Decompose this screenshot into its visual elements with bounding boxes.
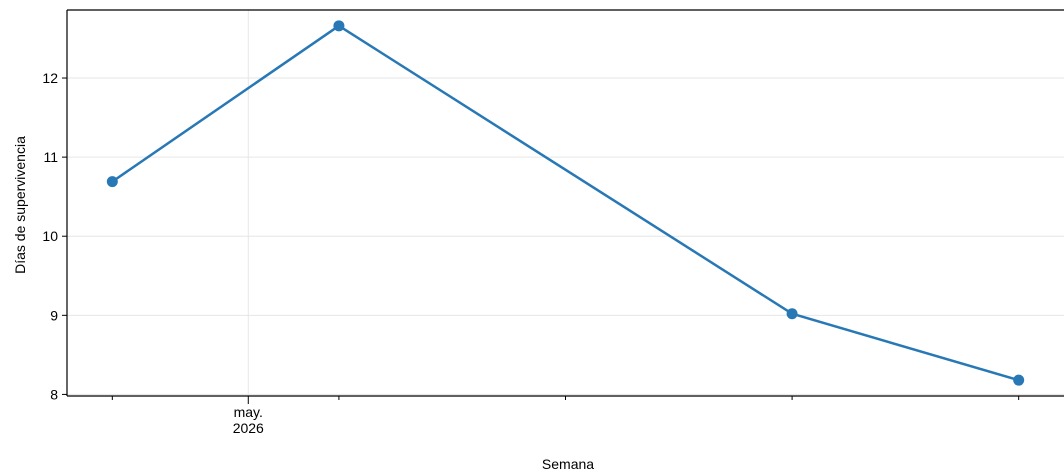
y-tick-label-0: 8	[50, 386, 58, 402]
x-tick-label-line-0: may.	[234, 404, 263, 420]
data-point-0-2	[786, 308, 798, 320]
series-line-0	[111, 24, 1020, 382]
data-point-0-1	[333, 20, 345, 32]
y-tick-label-3: 11	[43, 149, 58, 165]
y-tick-label-2: 10	[42, 228, 58, 244]
data-point-0-0	[106, 176, 118, 188]
x-tick-label-line-1: 2026	[233, 420, 264, 436]
data-series	[106, 20, 1025, 386]
x-axis-title: Semana	[542, 456, 594, 471]
axes: 8 9 10 11 12 may. 2026	[42, 9, 1064, 436]
x-tick-label-0: may. 2026	[233, 404, 264, 436]
data-point-0-3	[1013, 374, 1025, 386]
y-axis-title: Días de supervivencia	[12, 136, 28, 274]
y-tick-label-4: 12	[42, 70, 58, 86]
grid-lines	[67, 10, 1064, 396]
y-tick-label-1: 9	[50, 307, 58, 323]
